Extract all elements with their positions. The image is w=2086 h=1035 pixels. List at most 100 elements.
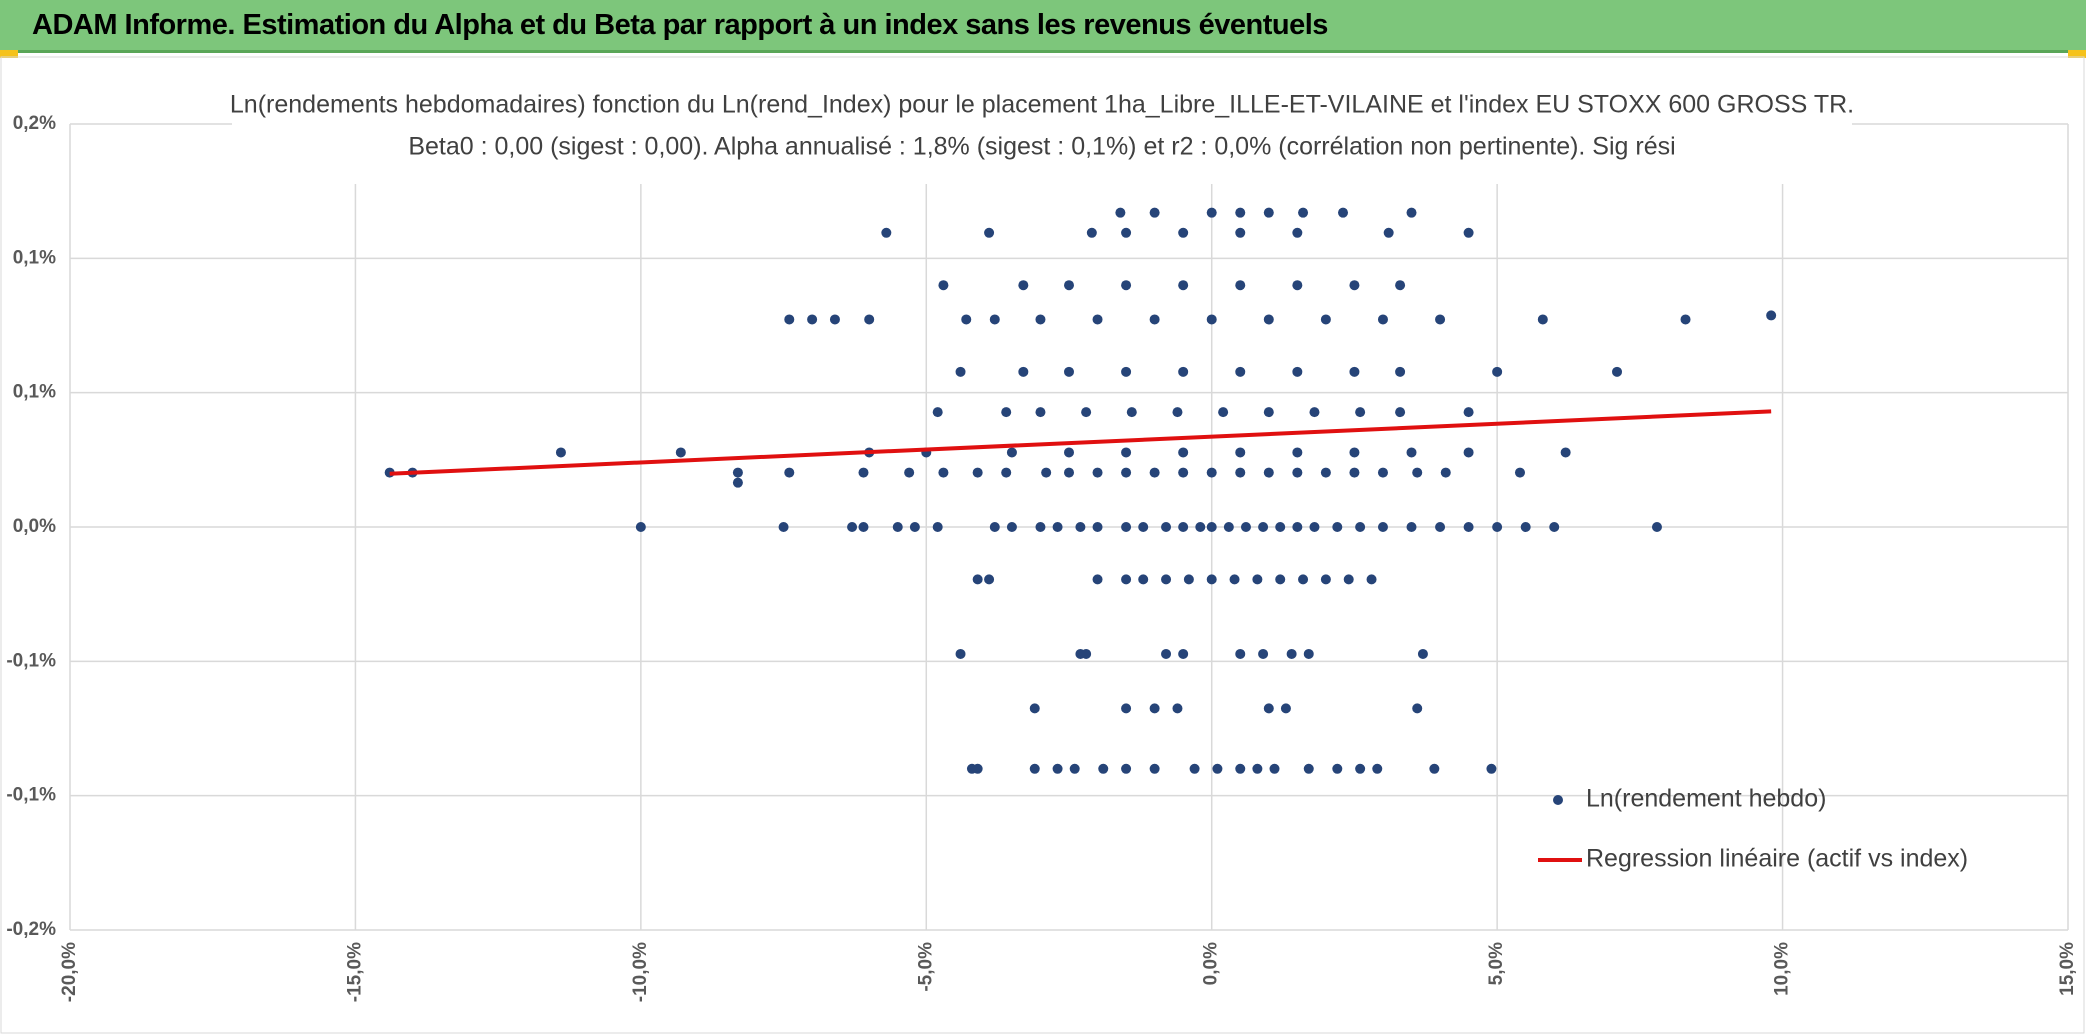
data-point (1372, 763, 1383, 774)
data-point (1240, 522, 1251, 532)
x-tick-label: 15,0% (2057, 942, 2078, 996)
data-point (972, 467, 983, 478)
data-point (1178, 447, 1189, 458)
data-point (635, 522, 646, 532)
data-point (1463, 227, 1474, 238)
data-point (892, 522, 903, 532)
data-point (932, 522, 943, 532)
data-point (1263, 407, 1274, 418)
data-point (1263, 467, 1274, 478)
data-point (1218, 407, 1229, 418)
data-point (1229, 574, 1240, 585)
chart-title: Ln(rendements hebdomadaires) fonction du… (230, 91, 1854, 119)
data-point (1121, 574, 1132, 585)
data-point (1069, 763, 1080, 774)
data-point (1235, 447, 1246, 458)
data-point (1195, 522, 1206, 532)
data-point (1172, 407, 1183, 418)
data-point (1252, 574, 1263, 585)
legend-label: Ln(rendement hebdo) (1586, 785, 1826, 813)
data-point (732, 477, 743, 488)
y-tick-label: -0,1% (6, 650, 56, 671)
data-point (1035, 314, 1046, 325)
data-point (1035, 407, 1046, 418)
data-point (1463, 447, 1474, 458)
data-point (1303, 648, 1314, 659)
data-point (984, 574, 995, 585)
data-point (1206, 314, 1217, 325)
data-point (1292, 467, 1303, 478)
data-point (1280, 703, 1291, 714)
data-point (1492, 522, 1503, 532)
data-point (778, 522, 789, 532)
data-point (1098, 763, 1109, 774)
data-point (1537, 314, 1548, 325)
data-point (1320, 467, 1331, 478)
data-point (961, 314, 972, 325)
data-point (1092, 314, 1103, 325)
legend-swatch (1553, 795, 1563, 805)
data-point (1092, 522, 1103, 532)
data-point (938, 280, 949, 291)
data-point (1520, 522, 1531, 532)
data-point (1651, 522, 1662, 532)
legend: Ln(rendement hebdo) Regression linéaire (… (1538, 785, 1968, 873)
x-tick-label: -20,0% (59, 942, 80, 1002)
data-point (1349, 280, 1360, 291)
data-point (1138, 574, 1149, 585)
data-point (1161, 648, 1172, 659)
data-point (1309, 522, 1320, 532)
x-tick-label: -10,0% (630, 942, 651, 1002)
data-point (1006, 522, 1017, 532)
data-point (1018, 280, 1029, 291)
data-point (1235, 366, 1246, 377)
data-point (1332, 763, 1343, 774)
data-point (1258, 648, 1269, 659)
x-tick-label: 0,0% (1201, 942, 1222, 985)
data-point (1029, 763, 1040, 774)
data-point (1149, 467, 1160, 478)
data-point (1121, 366, 1132, 377)
y-tick-label: 0,0% (13, 516, 56, 537)
data-point (784, 467, 795, 478)
data-point (1035, 522, 1046, 532)
data-point (1269, 763, 1280, 774)
data-point (784, 314, 795, 325)
data-point (675, 447, 686, 458)
data-point (1081, 407, 1092, 418)
data-point (1349, 447, 1360, 458)
data-point (1377, 314, 1388, 325)
data-point (1435, 522, 1446, 532)
data-point (1206, 522, 1217, 532)
data-point (1412, 703, 1423, 714)
data-point (1115, 207, 1126, 218)
chart-subtitle: Beta0 : 0,00 (sigest : 0,00). Alpha annu… (408, 133, 1675, 161)
data-point (1355, 763, 1366, 774)
data-point (1292, 227, 1303, 238)
data-point (1332, 522, 1343, 532)
data-point (1121, 467, 1132, 478)
data-point (1189, 763, 1200, 774)
data-point (1309, 407, 1320, 418)
data-point (1178, 366, 1189, 377)
data-point (1183, 574, 1194, 585)
data-point (881, 227, 892, 238)
data-point (1178, 648, 1189, 659)
data-point (1395, 407, 1406, 418)
data-point (1298, 574, 1309, 585)
data-point (858, 467, 869, 478)
data-point (1235, 467, 1246, 478)
data-point (1292, 447, 1303, 458)
data-point (1235, 227, 1246, 238)
banner: ADAM Informe. Estimation du Alpha et du … (0, 0, 2086, 53)
data-point (1052, 763, 1063, 774)
data-point (555, 447, 566, 458)
data-point (1206, 207, 1217, 218)
data-point (1172, 703, 1183, 714)
data-point (1395, 280, 1406, 291)
data-point (1206, 574, 1217, 585)
data-point (1121, 703, 1132, 714)
corner-mark (0, 50, 18, 58)
data-point (1178, 522, 1189, 532)
marks (384, 207, 1777, 774)
